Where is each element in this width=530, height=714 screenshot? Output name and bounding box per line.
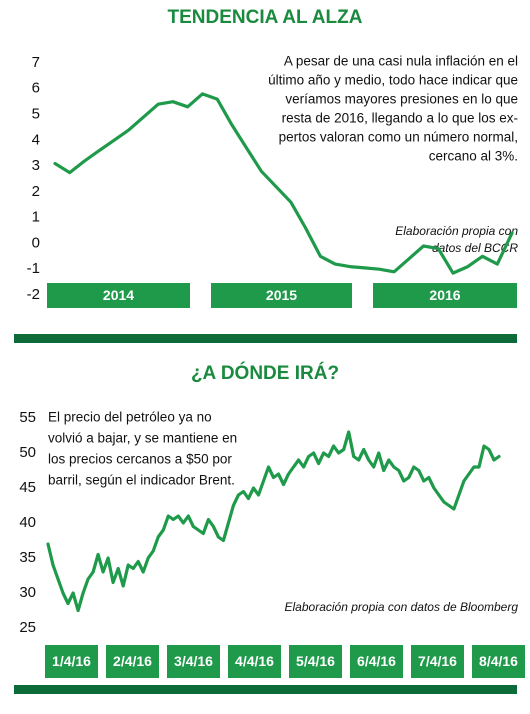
- line: [53, 92, 514, 275]
- x-band: [45, 645, 98, 678]
- x-band: [106, 645, 159, 678]
- y-tick-label: 45: [19, 479, 36, 496]
- y-tick-label: 3: [32, 157, 40, 174]
- annotation: último año y medio, todo hace indicar qu…: [268, 73, 518, 88]
- y-tick-label: 40: [19, 514, 36, 531]
- source: datos del BCCR: [432, 241, 518, 255]
- y-tick-label: -2: [27, 286, 40, 303]
- x-band: [211, 283, 352, 308]
- y-tick-label: 1: [32, 209, 40, 226]
- y-tick-label: 55: [19, 409, 36, 426]
- y-tick-label: 4: [32, 131, 40, 148]
- y-tick-label: 50: [19, 444, 36, 461]
- divider: [14, 685, 517, 694]
- x-tick-label: 1/4/16: [52, 653, 91, 669]
- x-tick-label: 2016: [429, 287, 460, 303]
- source: Elaboración propia con datos de Bloomber…: [285, 600, 519, 614]
- chart-title: TENDENCIA AL ALZA: [168, 7, 363, 28]
- x-tick-label: 2/4/16: [113, 653, 152, 669]
- x-band: [350, 645, 403, 678]
- x-band: [472, 645, 525, 678]
- annotation: cercano al 3%.: [429, 149, 518, 164]
- chart-title: ¿A DÓNDE IRÁ?: [191, 362, 339, 384]
- x-band: [47, 283, 190, 308]
- annotation: A pesar de una casi nula inflación en el: [284, 54, 518, 69]
- annotation: pertos valoran como un número normal,: [279, 130, 518, 145]
- annotation: El precio del petróleo ya no: [48, 410, 212, 425]
- x-band: [289, 645, 342, 678]
- y-tick-label: 30: [19, 584, 36, 601]
- y-tick-label: 6: [32, 80, 40, 97]
- x-band: [228, 645, 281, 678]
- y-tick-label: 35: [19, 549, 36, 566]
- divider: [14, 334, 517, 343]
- y-tick-label: 5: [32, 106, 40, 123]
- x-band: [411, 645, 464, 678]
- annotation: veríamos mayores presiones en lo que: [285, 92, 518, 107]
- line: [46, 430, 501, 613]
- x-tick-label: 3/4/16: [174, 653, 213, 669]
- x-tick-label: 6/4/16: [357, 653, 396, 669]
- x-band: [167, 645, 220, 678]
- x-band: [373, 283, 517, 308]
- y-tick-label: 2: [32, 183, 40, 200]
- annotation: volvió a bajar, y se mantiene en: [48, 431, 237, 446]
- annotation: los precios cercanos a $50 por: [48, 452, 232, 467]
- annotation: barril, según el indicador Brent.: [48, 473, 235, 488]
- x-tick-label: 8/4/16: [479, 653, 518, 669]
- y-tick-label: 0: [32, 234, 40, 251]
- y-tick-label: 25: [19, 619, 36, 636]
- x-tick-label: 2014: [103, 287, 134, 303]
- annotation: resta de 2016, llegando a lo que los ex-: [282, 111, 518, 126]
- x-tick-label: 5/4/16: [296, 653, 335, 669]
- x-tick-label: 2015: [266, 287, 297, 303]
- y-tick-label: 7: [32, 54, 40, 71]
- x-tick-label: 7/4/16: [418, 653, 457, 669]
- x-tick-label: 4/4/16: [235, 653, 274, 669]
- source: Elaboración propia con: [395, 224, 518, 238]
- y-tick-label: -1: [27, 260, 40, 277]
